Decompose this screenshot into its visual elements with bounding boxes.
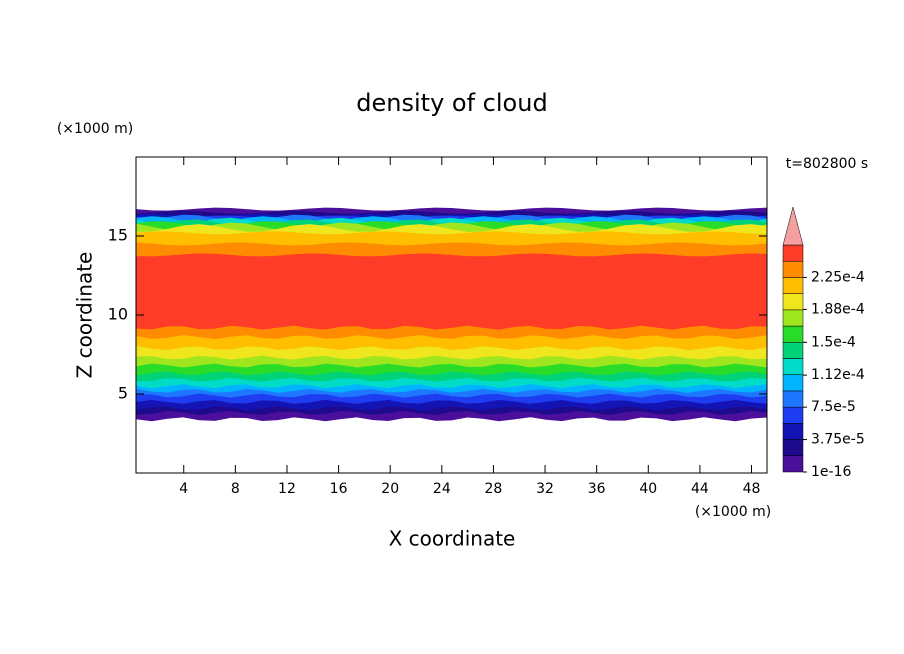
y-axis-title: Z coordinate bbox=[73, 252, 97, 379]
colorbar-tick-label: 2.25e-4 bbox=[811, 269, 865, 285]
colorbar-box bbox=[782, 374, 804, 392]
colorbar-box bbox=[782, 439, 804, 457]
colorbar-box bbox=[782, 260, 804, 278]
colorbar-box bbox=[782, 423, 804, 440]
contour-band bbox=[136, 253, 767, 330]
x-tick-label: 24 bbox=[433, 481, 451, 497]
x-tick-label: 48 bbox=[743, 481, 761, 497]
colorbar-box bbox=[782, 325, 804, 343]
colorbar-box bbox=[782, 309, 804, 327]
x-tick-label: 16 bbox=[330, 481, 348, 497]
colorbar-tick-label: 1.5e-4 bbox=[811, 334, 856, 350]
y-tick-label: 10 bbox=[108, 305, 128, 324]
y-tick-label: 5 bbox=[118, 384, 128, 403]
x-tick-label: 44 bbox=[691, 481, 709, 497]
time-label: t=802800 s bbox=[786, 156, 868, 172]
y-tick-label: 15 bbox=[108, 226, 128, 245]
x-tick-label: 28 bbox=[485, 481, 503, 497]
chart-title: density of cloud bbox=[356, 89, 547, 117]
x-tick-label: 20 bbox=[381, 481, 399, 497]
colorbar-tick-label: 1.12e-4 bbox=[811, 367, 865, 383]
x-unit: (×1000 m) bbox=[695, 504, 771, 520]
x-tick-label: 36 bbox=[588, 481, 606, 497]
x-tick-label: 12 bbox=[278, 481, 296, 497]
colorbar-extend bbox=[782, 206, 804, 246]
colorbar-tick-label: 7.5e-5 bbox=[811, 399, 856, 415]
x-tick-label: 40 bbox=[639, 481, 657, 497]
x-tick-label: 4 bbox=[179, 481, 188, 497]
colorbar-box bbox=[782, 390, 804, 408]
colorbar-box bbox=[782, 406, 804, 424]
colorbar-box bbox=[782, 358, 804, 375]
colorbar-tick-label: 3.75e-5 bbox=[811, 432, 865, 448]
x-axis-title: X coordinate bbox=[389, 527, 516, 551]
colorbar-box bbox=[782, 244, 804, 262]
x-tick-label: 32 bbox=[536, 481, 554, 497]
colorbar-tick-label: 1.88e-4 bbox=[811, 301, 865, 317]
colorbar-box bbox=[782, 342, 804, 359]
x-tick-label: 8 bbox=[231, 481, 240, 497]
colorbar-box bbox=[782, 293, 804, 311]
colorbar-box bbox=[782, 455, 804, 473]
y-unit: (×1000 m) bbox=[57, 121, 133, 137]
colorbar-box bbox=[782, 277, 804, 294]
colorbar-tick-label: 1e-16 bbox=[811, 464, 851, 480]
